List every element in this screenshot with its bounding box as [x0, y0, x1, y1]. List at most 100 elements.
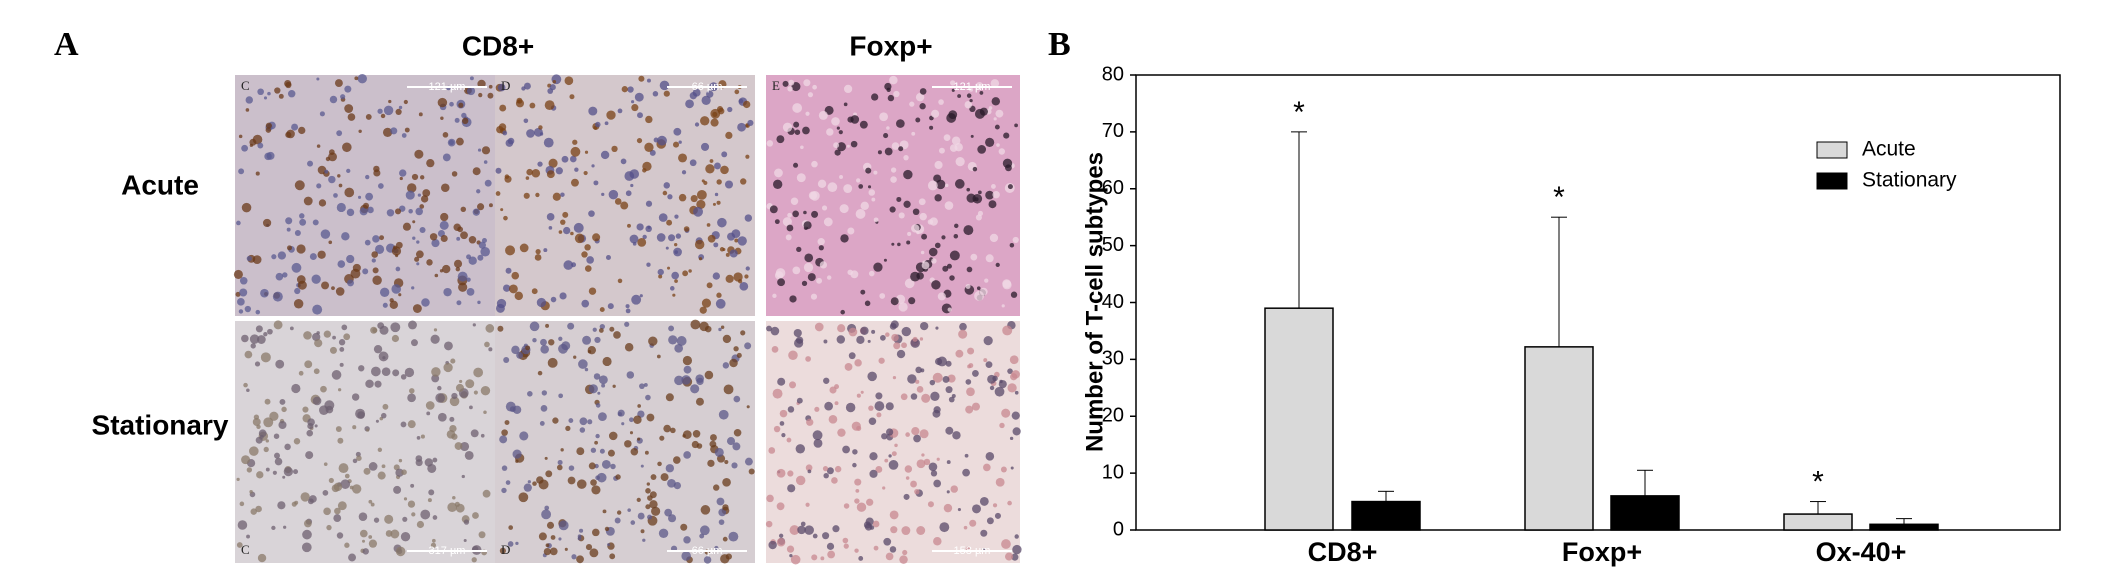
cell	[889, 510, 899, 520]
cell	[463, 538, 467, 543]
cell	[869, 469, 878, 478]
cell	[336, 130, 343, 137]
cell	[293, 437, 301, 445]
cell	[882, 486, 886, 490]
cell	[344, 542, 350, 548]
cell	[238, 134, 243, 139]
cell	[244, 350, 253, 359]
cell	[468, 256, 477, 265]
cell	[847, 227, 855, 235]
cell	[594, 440, 598, 445]
cell	[736, 352, 742, 358]
cell	[599, 448, 605, 454]
cell	[584, 367, 589, 372]
cell	[374, 244, 385, 254]
cell	[701, 95, 711, 105]
cell	[502, 284, 511, 292]
cell	[588, 384, 598, 394]
cell	[372, 235, 380, 243]
cell	[843, 184, 853, 193]
cell	[1003, 132, 1010, 139]
cell	[456, 300, 462, 306]
cell	[617, 108, 623, 114]
cell	[338, 183, 343, 188]
cell	[574, 167, 579, 172]
cell	[392, 369, 400, 377]
cell	[812, 430, 823, 441]
cell	[548, 158, 558, 168]
cell	[733, 395, 741, 403]
cell	[713, 242, 719, 248]
cell	[695, 397, 704, 406]
cell	[298, 370, 304, 376]
cell	[362, 539, 366, 543]
cell	[744, 214, 753, 222]
cell	[437, 97, 448, 108]
cell	[325, 156, 331, 162]
legend-label: Acute	[1862, 138, 1916, 161]
cell	[673, 247, 682, 257]
cell	[649, 149, 656, 156]
cell	[658, 213, 668, 222]
cell	[515, 459, 519, 463]
cell	[611, 145, 618, 153]
cell	[656, 354, 661, 359]
cell	[370, 502, 375, 507]
cell	[955, 349, 964, 358]
cell	[660, 473, 669, 482]
cell	[918, 198, 926, 206]
cell	[874, 401, 885, 411]
cell	[772, 388, 783, 399]
cell	[804, 253, 814, 263]
cell	[848, 352, 856, 360]
cell	[993, 117, 997, 121]
cell	[938, 99, 944, 105]
cell	[255, 505, 262, 513]
cell	[364, 239, 371, 246]
cell	[352, 458, 358, 464]
cell	[592, 233, 601, 242]
cell	[716, 200, 721, 205]
cell	[511, 345, 520, 355]
cell	[435, 393, 445, 403]
cell	[291, 262, 302, 273]
cell	[787, 484, 796, 493]
cell	[696, 199, 706, 210]
cell	[526, 168, 533, 176]
cell	[905, 476, 910, 480]
cell	[337, 260, 346, 268]
cell	[1012, 427, 1021, 436]
cell	[931, 109, 940, 118]
cell	[262, 218, 272, 228]
cell	[347, 113, 356, 121]
cell	[443, 287, 452, 297]
bar	[1351, 500, 1421, 531]
cell	[840, 234, 849, 243]
cell	[992, 375, 998, 382]
cell	[249, 490, 253, 494]
cell	[979, 497, 989, 506]
cell	[909, 101, 915, 107]
cell	[613, 331, 621, 339]
cell	[335, 426, 342, 432]
cell	[965, 405, 974, 414]
cell	[547, 88, 554, 94]
cell	[365, 192, 374, 201]
cell	[257, 88, 264, 96]
cell	[594, 336, 601, 344]
cell	[685, 99, 694, 109]
cell	[714, 162, 721, 170]
cell	[246, 255, 252, 262]
cell	[466, 86, 476, 96]
cell	[920, 321, 929, 331]
cell	[246, 388, 250, 393]
cell	[614, 517, 621, 524]
cell	[977, 145, 987, 154]
cell	[339, 362, 344, 367]
cell	[477, 203, 485, 211]
cell	[263, 417, 274, 428]
cell	[726, 437, 736, 446]
cell	[644, 450, 649, 455]
cell	[523, 82, 531, 90]
